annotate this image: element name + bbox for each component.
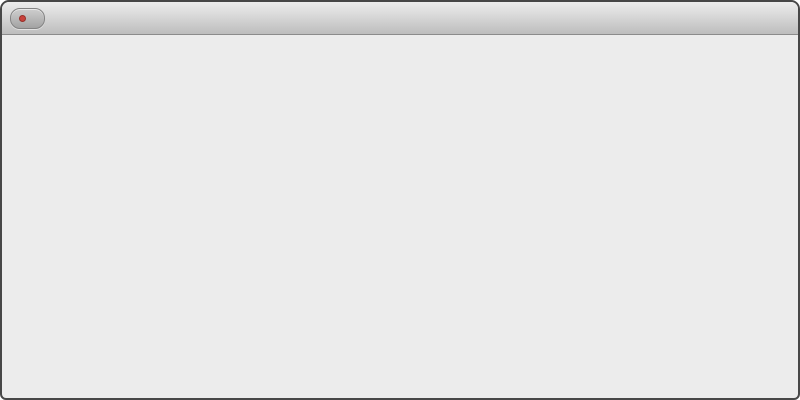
titlebar <box>2 2 798 35</box>
record-dot-icon <box>19 14 26 22</box>
tab-frequence-cardiaque[interactable] <box>10 7 45 29</box>
heart-rate-chart <box>2 35 798 398</box>
